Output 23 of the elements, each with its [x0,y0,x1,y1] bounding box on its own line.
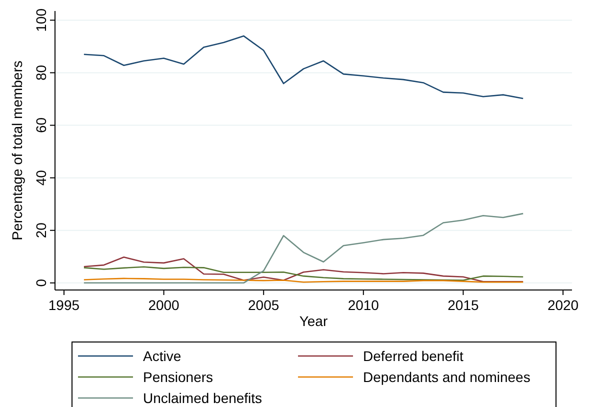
x-tick-label: 2020 [547,297,579,313]
x-tick-label: 2010 [348,297,380,313]
x-tick-label: 2015 [448,297,479,313]
x-tick-label: 2005 [248,297,280,313]
y-tick-label: 0 [33,278,49,287]
line-series [83,266,524,281]
line-series [83,256,524,282]
x-axis-title: Year [299,313,328,329]
y-tick-label: 100 [33,8,49,32]
line-series [83,35,524,100]
legend-label: Pensioners [143,369,214,385]
line-series [83,212,524,284]
legend-label: Dependants and nominees [363,369,530,385]
y-tick-label: 80 [33,64,49,81]
y-axis-title: Percentage of total members [9,60,25,240]
x-tick-label: 2000 [148,297,180,313]
legend-label: Active [143,348,182,364]
y-tick-label: 20 [33,222,49,238]
y-tick-label: 40 [33,170,49,186]
y-tick-label: 60 [33,117,49,134]
legend-label: Deferred benefit [363,348,464,364]
legend-label: Unclaimed benefits [143,390,262,406]
x-tick-label: 1995 [48,297,80,313]
